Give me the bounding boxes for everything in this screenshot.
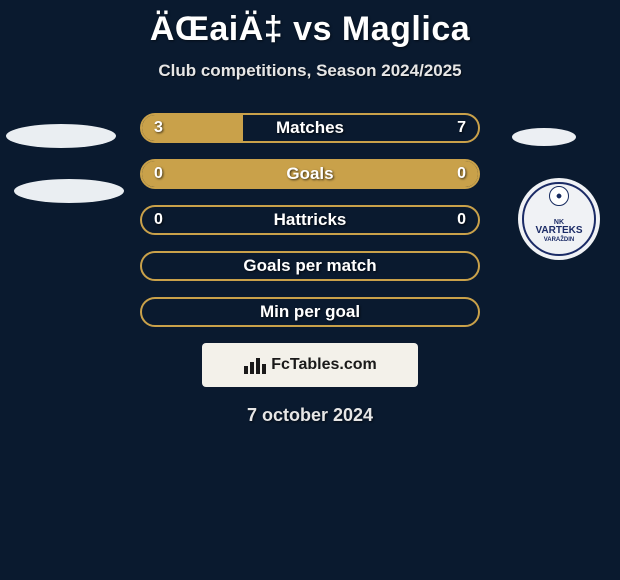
footer-date: 7 october 2024 [0, 405, 620, 426]
stat-fill-right [142, 207, 478, 233]
stats-container: Matches37 Goals00 Hattricks00 Goals per mat… [0, 113, 620, 327]
fctables-logo-text: FcTables.com [271, 356, 377, 374]
fctables-logo[interactable]: FcTables.com [202, 343, 418, 387]
stat-row-hattricks: Hattricks00 [140, 205, 480, 235]
stat-row-goals: Goals00 [140, 159, 480, 189]
stat-fill-right [243, 115, 478, 141]
page-title: ÄŒaiÄ‡ vs Maglica [0, 0, 620, 49]
bar-chart-icon [243, 356, 267, 374]
stat-row-min-per-goal: Min per goal [140, 297, 480, 327]
stat-fill-left [142, 115, 243, 141]
stat-row-matches: Matches37 [140, 113, 480, 143]
fctables-logo-content: FcTables.com [243, 356, 377, 374]
stat-fill-right [142, 299, 478, 325]
stat-fill-left [142, 161, 478, 187]
crest-bot-text: VARAŽDIN [535, 237, 582, 243]
page-subtitle: Club competitions, Season 2024/2025 [0, 61, 620, 81]
stat-row-goals-per-match: Goals per match [140, 251, 480, 281]
stat-fill-right [142, 253, 478, 279]
crest-text: NK VARTEKS VARAŽDIN [535, 195, 582, 243]
crest-mid-text: VARTEKS [535, 226, 582, 237]
